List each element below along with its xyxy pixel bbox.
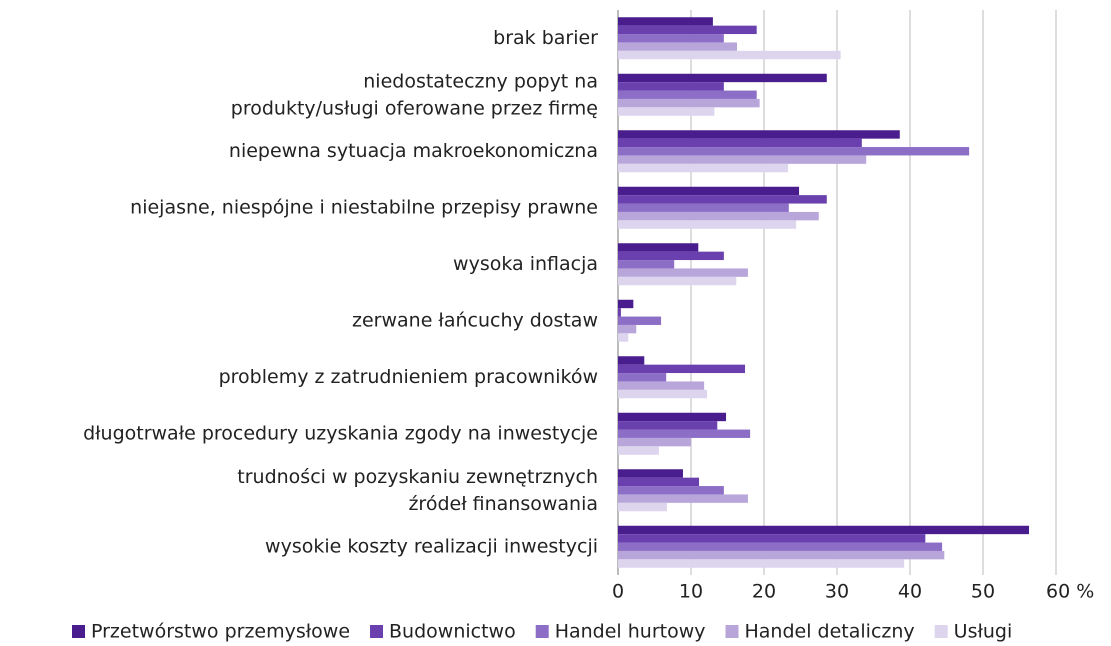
bar (618, 276, 737, 286)
legend-label: Handel detaliczny (745, 621, 915, 643)
legend-swatch (535, 625, 549, 638)
bar (618, 486, 724, 495)
bar (618, 389, 708, 399)
bar (618, 542, 943, 551)
bar (618, 333, 629, 342)
bar (618, 243, 699, 252)
bar (618, 82, 724, 91)
bar (618, 147, 970, 156)
bar (618, 130, 900, 139)
bar (618, 73, 827, 83)
legend-label: Handel hurtowy (555, 621, 706, 643)
bar (618, 381, 705, 390)
bar (618, 324, 637, 334)
bar (618, 163, 789, 173)
bar (618, 90, 757, 99)
x-tick-label: 0 (612, 581, 624, 603)
bar (618, 534, 926, 543)
legend-swatch (934, 625, 948, 638)
x-tick-label: 30 (825, 581, 849, 603)
legend-swatch (725, 625, 739, 638)
bar (618, 525, 1029, 535)
category-label: niejasne, niespójne i niestabilne przepi… (130, 196, 598, 218)
x-tick-label: 20 (752, 581, 776, 603)
bar (618, 477, 700, 487)
bar (618, 550, 945, 560)
bar (618, 195, 827, 204)
category-label: niedostateczny popyt na produkty/usługi o… (231, 70, 598, 119)
category-label: brak barier (493, 27, 598, 49)
bar (618, 138, 862, 148)
x-tick-label: 40 (898, 581, 922, 603)
bar (618, 50, 841, 60)
bar (618, 299, 634, 309)
legend-label: Przetwórstwo przemysłowe (91, 621, 350, 643)
bar (618, 373, 667, 382)
x-tick-label: 50 (971, 581, 995, 603)
bar (618, 446, 659, 455)
bar (618, 203, 789, 212)
legend-swatch (370, 625, 384, 638)
x-tick-label: 10 (679, 581, 703, 603)
bar (618, 155, 867, 164)
bar (618, 494, 748, 503)
bar (618, 559, 905, 568)
bar (618, 316, 662, 325)
bar (618, 42, 737, 51)
x-tick-label: 60 % (1046, 581, 1094, 603)
bar (618, 364, 746, 374)
bar (618, 412, 727, 422)
bar (618, 429, 751, 438)
bar (618, 356, 645, 365)
category-label: trudności w pozyskaniu zewnętrznych źróde… (237, 465, 598, 514)
bar (618, 437, 691, 447)
bar (618, 25, 757, 35)
bar (618, 469, 683, 478)
category-label: wysoka inflacja (453, 253, 598, 275)
category-label: zerwane łańcuchy dostaw (352, 309, 598, 331)
legend-label: Usługi (954, 621, 1013, 643)
category-label: niepewna sytuacja makroekonomiczna (229, 140, 598, 162)
category-label: problemy z zatrudnieniem pracowników (219, 366, 598, 388)
bar (618, 34, 724, 43)
bar (618, 421, 718, 430)
bar (618, 268, 748, 277)
bar (618, 186, 800, 196)
legend-swatch (72, 625, 85, 638)
bar (618, 17, 713, 26)
bar (618, 220, 797, 229)
bar (618, 211, 819, 221)
legend-label: Budownictwo (389, 621, 516, 643)
bar (618, 502, 667, 512)
bar (618, 308, 621, 317)
bar (618, 251, 724, 261)
category-label: wysokie koszty realizacji inwestycji (265, 535, 598, 557)
bar (618, 98, 760, 108)
bar (618, 260, 675, 269)
category-label: długotrwałe procedury uzyskania zgody na… (83, 422, 598, 444)
bar (618, 107, 715, 116)
